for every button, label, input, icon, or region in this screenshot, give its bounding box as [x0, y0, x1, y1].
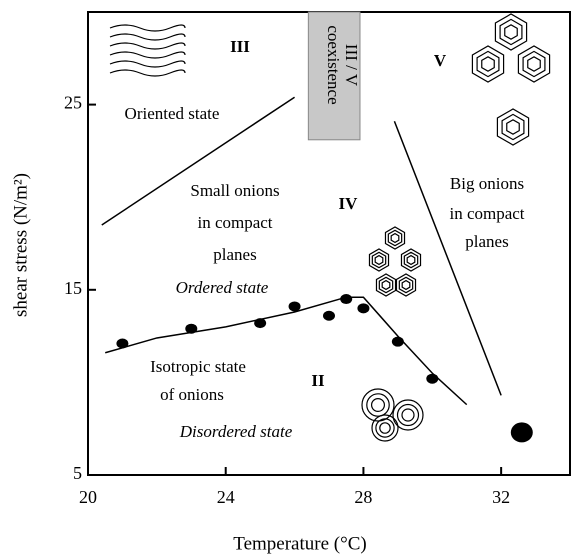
- annotation: planes: [465, 232, 508, 251]
- oriented-icon: [110, 70, 185, 76]
- onion-icon: [375, 256, 383, 265]
- annotation: III: [230, 37, 250, 56]
- annotation: Oriented state: [125, 104, 220, 123]
- onion-icon: [500, 19, 522, 44]
- onion-icon: [382, 281, 390, 290]
- onion-icon: [482, 57, 494, 71]
- onion-icon: [477, 51, 499, 76]
- annotation: coexistence: [324, 25, 343, 104]
- annotation: Isotropic state: [150, 357, 246, 376]
- x-tick-label: 32: [492, 487, 510, 507]
- data-point: [289, 301, 301, 311]
- onion-icon: [402, 281, 410, 290]
- annotation: Ordered state: [176, 278, 269, 297]
- annotation: in compact: [449, 204, 524, 223]
- annotation: III / V: [342, 44, 361, 87]
- oriented-icon: [110, 52, 185, 58]
- onion-icon: [528, 57, 540, 71]
- x-tick-label: 24: [217, 487, 235, 507]
- data-point: [323, 311, 335, 321]
- data-point-large: [511, 422, 533, 442]
- onion-icon: [372, 399, 385, 412]
- y-tick-label: 25: [64, 93, 82, 113]
- oriented-icon: [110, 61, 185, 67]
- oriented-icon: [110, 25, 185, 31]
- onion-icon: [407, 256, 415, 265]
- onion-icon: [380, 423, 390, 433]
- boundary-line: [394, 121, 501, 395]
- annotation: Disordered state: [179, 422, 293, 441]
- x-axis-title: Temperature (°C): [233, 533, 366, 554]
- annotation: of onions: [160, 385, 224, 404]
- onion-icon: [523, 51, 545, 76]
- onion-icon: [402, 409, 414, 421]
- onion-icon: [399, 277, 412, 292]
- annotation: Small onions: [190, 181, 279, 200]
- onion-icon: [391, 234, 399, 243]
- chart: Temperature (°C) shear stress (N/m²) 20 2…: [0, 0, 572, 560]
- y-tick-label: 15: [64, 278, 82, 298]
- onion-icon: [376, 419, 394, 437]
- y-axis-title: shear stress (N/m²): [10, 173, 31, 317]
- onion-icon: [367, 394, 389, 416]
- onion-icon: [502, 114, 524, 139]
- data-point: [357, 303, 369, 313]
- x-tick-label: 20: [79, 487, 97, 507]
- y-tick-label: 5: [73, 463, 82, 483]
- page: {"chart_data": { "type": "scatter", "xla…: [0, 0, 572, 560]
- oriented-icon: [110, 43, 185, 49]
- annotation: V: [434, 51, 447, 70]
- onion-icon: [379, 277, 392, 292]
- annotation: IV: [339, 194, 359, 213]
- onion-icon: [507, 120, 519, 134]
- annotation: in compact: [197, 213, 272, 232]
- onion-icon: [372, 252, 385, 267]
- x-tick-label: 28: [354, 487, 372, 507]
- annotation: planes: [213, 245, 256, 264]
- onion-icon: [505, 25, 517, 39]
- annotation: Big onions: [450, 174, 524, 193]
- oriented-icon: [110, 34, 185, 40]
- onion-icon: [398, 405, 419, 426]
- onion-icon: [388, 230, 401, 245]
- data-point: [426, 374, 438, 384]
- annotation: II: [311, 371, 325, 390]
- onion-icon: [404, 252, 417, 267]
